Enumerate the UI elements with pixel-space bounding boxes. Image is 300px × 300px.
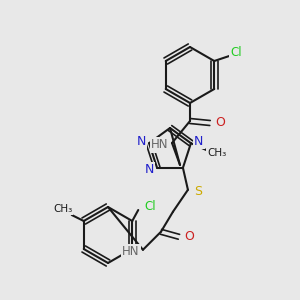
Text: N: N (136, 135, 146, 148)
Text: S: S (194, 185, 202, 198)
Text: HN: HN (151, 139, 169, 152)
Text: O: O (184, 230, 194, 243)
Text: Cl: Cl (144, 200, 156, 212)
Text: HN: HN (122, 245, 140, 258)
Text: O: O (215, 116, 225, 130)
Text: CH₃: CH₃ (207, 148, 226, 158)
Text: N: N (144, 163, 154, 176)
Text: Cl: Cl (230, 46, 242, 59)
Text: CH₃: CH₃ (53, 204, 72, 214)
Text: N: N (194, 135, 204, 148)
